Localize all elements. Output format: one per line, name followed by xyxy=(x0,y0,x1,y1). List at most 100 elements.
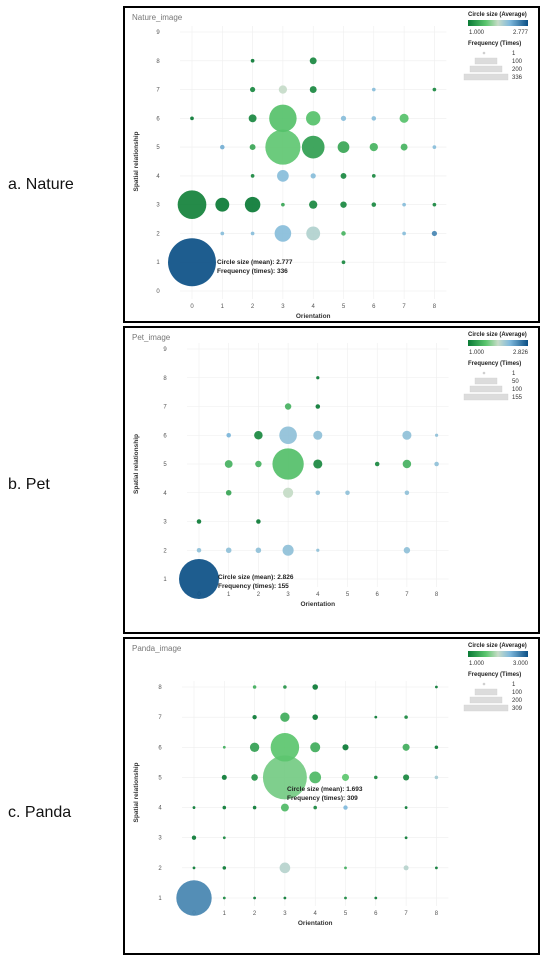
panda-bubble xyxy=(374,775,378,780)
panda-size-legend-label: 100 xyxy=(512,690,523,696)
panda-y-tick-label: 5 xyxy=(158,775,162,781)
panda-bubble xyxy=(313,805,317,810)
panda-bubble xyxy=(403,774,410,781)
nature-y-tick-label: 1 xyxy=(156,260,160,266)
pet-bubble xyxy=(282,544,294,556)
nature-x-tick-label: 0 xyxy=(190,304,194,310)
nature-x-tick-label: 8 xyxy=(433,304,437,310)
panda-y-tick-label: 3 xyxy=(158,836,162,842)
pet-bubble-chart: Pet_image012345678123456789OrientationSp… xyxy=(132,332,529,608)
pet-bubble xyxy=(402,430,412,440)
pet-size-legend-swatch xyxy=(469,385,503,393)
nature-bubble xyxy=(269,104,297,133)
nature-y-tick-label: 8 xyxy=(156,59,160,65)
nature-y-tick-label: 5 xyxy=(156,145,160,151)
nature-y-tick-label: 7 xyxy=(156,88,160,94)
panda-row-label: c. Panda xyxy=(8,804,72,821)
panda-bubble xyxy=(252,685,257,689)
nature-bubble xyxy=(177,190,207,220)
panda-bubble xyxy=(312,684,318,690)
pet-color-legend-min: 1.000 xyxy=(469,350,485,356)
pet-size-legend-label: 155 xyxy=(512,395,523,401)
pet-bubble xyxy=(225,547,232,554)
pet-bubble xyxy=(279,426,297,445)
pet-chart-title: Pet_image xyxy=(132,333,171,342)
nature-bubble xyxy=(281,202,285,207)
nature-bubble xyxy=(309,57,317,65)
nature-y-axis-label: Spatial relationship xyxy=(133,131,140,191)
panda-bubble xyxy=(374,715,378,719)
pet-size-legend-label: 50 xyxy=(512,379,519,385)
panda-bubble xyxy=(344,866,347,870)
panda-bubble xyxy=(192,866,196,870)
panda-y-tick-label: 7 xyxy=(158,715,162,721)
nature-size-legend-swatch xyxy=(474,57,498,65)
nature-bubble xyxy=(340,115,347,121)
panda-y-tick-label: 2 xyxy=(158,866,162,872)
panda-bubble xyxy=(344,896,347,900)
nature-size-legend-swatch xyxy=(482,51,486,55)
pet-bubble xyxy=(345,490,350,496)
pet-bubble xyxy=(224,460,233,468)
pet-y-tick-label: 7 xyxy=(163,405,167,411)
panda-bubble xyxy=(222,836,226,840)
nature-annotation-frequency: Frequency (times): 336 xyxy=(217,268,288,275)
panda-bubble xyxy=(312,714,318,720)
panda-bubble xyxy=(280,712,290,722)
nature-y-tick-label: 3 xyxy=(156,203,160,209)
nature-bubble xyxy=(250,174,255,178)
nature-y-tick-label: 6 xyxy=(156,116,160,122)
nature-color-legend-max: 2.777 xyxy=(513,30,529,36)
panda-bubble xyxy=(252,805,257,810)
nature-bubble xyxy=(265,129,301,165)
nature-annotation-mean: Circle size (mean): 2.777 xyxy=(217,259,293,266)
nature-bubble xyxy=(371,116,377,121)
nature-size-legend-label: 200 xyxy=(512,67,523,73)
panda-bubble xyxy=(374,896,378,900)
nature-x-tick-label: 7 xyxy=(402,304,406,310)
nature-bubble xyxy=(432,87,437,92)
nature-bubble-chart: Nature_image 0 1 2 3 4 5 6 7 8 0 1 2 3 4 5 6 7 8 9 Orientati… xyxy=(132,12,529,320)
panda-size-legend-swatch xyxy=(474,688,498,696)
nature-bubble xyxy=(341,231,346,236)
nature-x-tick-label: 3 xyxy=(281,304,285,310)
panda-x-tick-label: 8 xyxy=(435,911,439,917)
panda-bubble xyxy=(434,745,439,750)
panda-size-legend-swatch xyxy=(482,682,486,686)
nature-bubble xyxy=(274,225,292,242)
panda-x-tick-label: 2 xyxy=(253,911,257,917)
pet-bubble xyxy=(315,404,321,409)
pet-bubble xyxy=(196,547,202,553)
panda-size-legend-label: 309 xyxy=(512,706,523,712)
pet-bubble xyxy=(434,433,439,437)
panda-bubble xyxy=(222,745,226,749)
pet-y-tick-label: 3 xyxy=(163,520,167,526)
panda-size-legend-label: 200 xyxy=(512,698,523,704)
nature-x-tick-label: 5 xyxy=(342,304,346,310)
pet-y-tick-label: 5 xyxy=(163,462,167,468)
panda-color-legend-bar xyxy=(468,651,528,657)
nature-bubble xyxy=(402,202,406,207)
pet-x-tick-label: 4 xyxy=(316,592,320,598)
nature-y-tick-label: 2 xyxy=(156,231,160,237)
pet-bubble xyxy=(313,430,323,440)
pet-size-legend-label: 1 xyxy=(512,371,516,377)
pet-y-axis-label: Spatial relationship xyxy=(133,434,140,494)
pet-row-label: b. Pet xyxy=(8,476,50,493)
nature-x-tick-label: 2 xyxy=(251,304,255,310)
panda-bubble xyxy=(404,715,408,719)
panda-bubble xyxy=(434,775,439,780)
panda-bubble xyxy=(221,774,227,780)
nature-bubble xyxy=(278,85,288,94)
panda-bubble xyxy=(404,836,408,840)
nature-bubble xyxy=(249,144,256,151)
pet-x-tick-label: 3 xyxy=(286,592,290,598)
panda-bubble xyxy=(222,805,227,810)
panda-bubble xyxy=(402,743,410,751)
nature-x-tick-label: 4 xyxy=(312,304,316,310)
panda-bubble xyxy=(403,865,409,871)
panda-size-legend-swatch xyxy=(463,704,509,712)
pet-bubble xyxy=(313,459,323,469)
nature-bubble xyxy=(371,202,377,207)
panda-y-tick-label: 8 xyxy=(158,685,162,691)
